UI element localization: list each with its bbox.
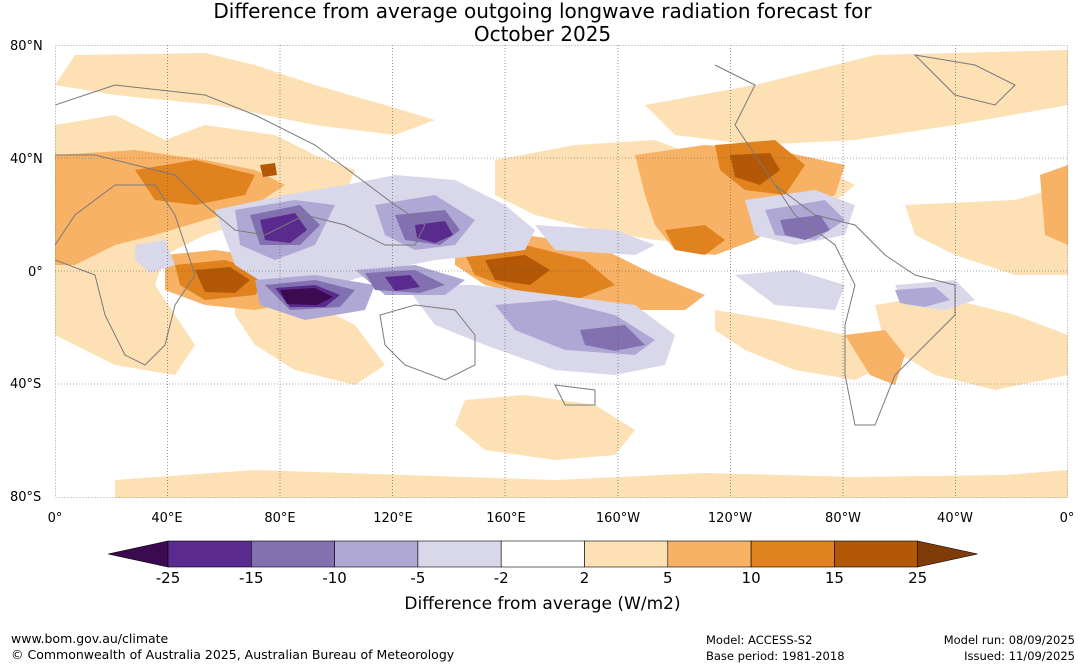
colorbar-bin xyxy=(334,540,419,568)
lat-label-40n: 40°N xyxy=(10,152,43,167)
footer-url[interactable]: www.bom.gov.au/climate xyxy=(11,631,169,646)
title-line-1: Difference from average outgoing longwav… xyxy=(213,0,872,23)
colorbar-bin xyxy=(500,540,585,568)
coastlines xyxy=(55,54,1016,426)
anomaly-map xyxy=(55,45,1068,498)
positive-anomaly-darkest xyxy=(195,153,780,293)
footer-copyright: © Commonwealth of Australia 2025, Austra… xyxy=(11,647,455,662)
lon-label-40w: 40°W xyxy=(937,511,973,526)
colorbar xyxy=(108,540,978,568)
footer-issued: Issued: 11/09/2025 xyxy=(964,649,1075,663)
colorbar-tick-label: 25 xyxy=(908,569,928,587)
title-line-2: October 2025 xyxy=(473,22,612,46)
negative-anomaly-darkest xyxy=(280,288,333,305)
colorbar-tick-label: 15 xyxy=(824,569,844,587)
footer-model-run: Model run: 08/09/2025 xyxy=(943,633,1075,647)
colorbar-tick-label: -5 xyxy=(410,569,426,587)
footer-model: Model: ACCESS-S2 xyxy=(706,633,813,647)
footer-dates: Model run: 08/09/2025 Issued: 11/09/2025 xyxy=(944,632,1075,664)
lon-label-80e: 80°E xyxy=(264,511,296,526)
colorbar-tick-label: -25 xyxy=(155,569,181,587)
colorbar-bin xyxy=(251,540,335,568)
map-title: Difference from average outgoing longwav… xyxy=(0,0,1085,46)
colorbar-label: Difference from average (W/m2) xyxy=(404,594,681,614)
lon-label-160w: 160°W xyxy=(595,511,641,526)
colorbar-bin xyxy=(584,540,669,568)
colorbar-bin xyxy=(417,540,502,568)
colorbar-tick-label: -2 xyxy=(493,569,509,587)
lon-label-120w: 120°W xyxy=(707,511,753,526)
colorbar-bin xyxy=(667,540,752,568)
lat-label-0: 0° xyxy=(28,265,43,280)
lon-label-80w: 80°W xyxy=(825,511,861,526)
colorbar-extend-high xyxy=(917,540,978,568)
colorbar-tick-label: -10 xyxy=(322,569,347,587)
colorbar-extend-low xyxy=(108,540,169,568)
footer-model-info: Model: ACCESS-S2 Base period: 1981-2018 xyxy=(706,632,845,664)
graticule xyxy=(55,45,1068,498)
colorbar-bin xyxy=(834,540,919,568)
footer-base-period: Base period: 1981-2018 xyxy=(706,649,845,663)
lon-label-120e: 120°E xyxy=(373,511,413,526)
lat-label-80n: 80°N xyxy=(10,39,43,54)
colorbar-tick-label: 5 xyxy=(663,569,673,587)
lon-label-40e: 40°E xyxy=(151,511,183,526)
colorbar-tick-label: 2 xyxy=(579,569,590,587)
lon-label-160e: 160°E xyxy=(486,511,526,526)
lon-label-0-left: 0° xyxy=(47,511,63,526)
lon-label-0-right: 0° xyxy=(1059,511,1075,526)
footer-left: www.bom.gov.au/climate © Commonwealth of… xyxy=(11,631,454,663)
colorbar-bin xyxy=(750,540,835,568)
colorbar-bin xyxy=(167,540,252,568)
lat-label-40s: 40°S xyxy=(10,377,42,392)
colorbar-tick-label: -15 xyxy=(239,569,264,587)
colorbar-tick-label: 10 xyxy=(741,569,761,587)
lat-label-80s: 80°S xyxy=(10,490,42,505)
